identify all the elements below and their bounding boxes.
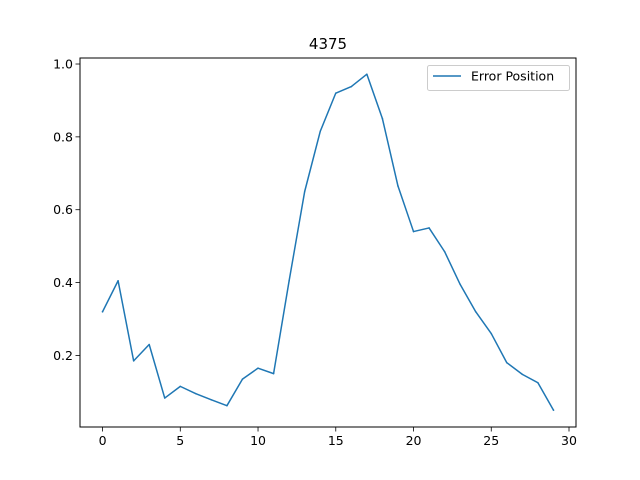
data-point bbox=[552, 409, 555, 411]
data-point bbox=[412, 230, 415, 233]
y-tick-label: 0.6 bbox=[53, 202, 73, 217]
legend-box bbox=[427, 65, 570, 91]
y-axis: 0.2 0.4 0.6 0.8 1.0 bbox=[53, 57, 80, 363]
x-tick-label: 10 bbox=[250, 433, 266, 448]
data-point bbox=[132, 360, 135, 362]
data-point bbox=[226, 404, 228, 407]
data-point bbox=[210, 399, 213, 401]
legend-label: Error Position bbox=[471, 69, 554, 84]
chart-title: 4375 bbox=[309, 35, 347, 53]
data-point bbox=[443, 250, 446, 253]
data-point bbox=[335, 92, 337, 94]
x-axis: 0 5 10 15 20 25 30 bbox=[99, 427, 577, 448]
data-point bbox=[459, 283, 461, 286]
data-point bbox=[537, 381, 539, 384]
y-tick-label: 0.2 bbox=[53, 348, 73, 363]
data-point bbox=[117, 279, 119, 282]
data-point bbox=[397, 185, 399, 187]
data-point bbox=[474, 310, 477, 313]
data-point bbox=[272, 372, 275, 375]
y-tick-label: 1.0 bbox=[53, 57, 73, 72]
data-point bbox=[241, 378, 244, 380]
y-tick-label: 0.4 bbox=[53, 275, 73, 290]
data-point bbox=[366, 73, 368, 75]
x-tick-label: 0 bbox=[99, 433, 107, 448]
x-tick-label: 25 bbox=[483, 433, 499, 448]
data-point bbox=[521, 373, 524, 376]
data-point bbox=[195, 392, 197, 395]
data-point bbox=[428, 227, 430, 229]
data-point bbox=[381, 117, 384, 120]
x-tick-label: 5 bbox=[176, 433, 184, 448]
data-point bbox=[319, 130, 321, 133]
data-point bbox=[148, 343, 150, 346]
x-tick-label: 15 bbox=[328, 433, 344, 448]
data-point bbox=[350, 85, 353, 88]
x-tick-label: 20 bbox=[406, 433, 422, 448]
data-point bbox=[303, 190, 306, 193]
data-point bbox=[257, 367, 259, 369]
data-point bbox=[506, 361, 508, 364]
series-line bbox=[101, 73, 555, 412]
x-tick-label: 30 bbox=[561, 433, 577, 448]
data-point bbox=[490, 332, 493, 335]
y-tick-label: 0.8 bbox=[53, 129, 73, 144]
series-layer bbox=[101, 73, 555, 412]
data-point bbox=[101, 310, 104, 313]
data-point bbox=[179, 385, 182, 388]
plot-area-frame bbox=[79, 57, 577, 428]
legend: Error Position bbox=[427, 65, 570, 91]
data-point bbox=[163, 397, 166, 399]
data-point bbox=[288, 279, 290, 282]
